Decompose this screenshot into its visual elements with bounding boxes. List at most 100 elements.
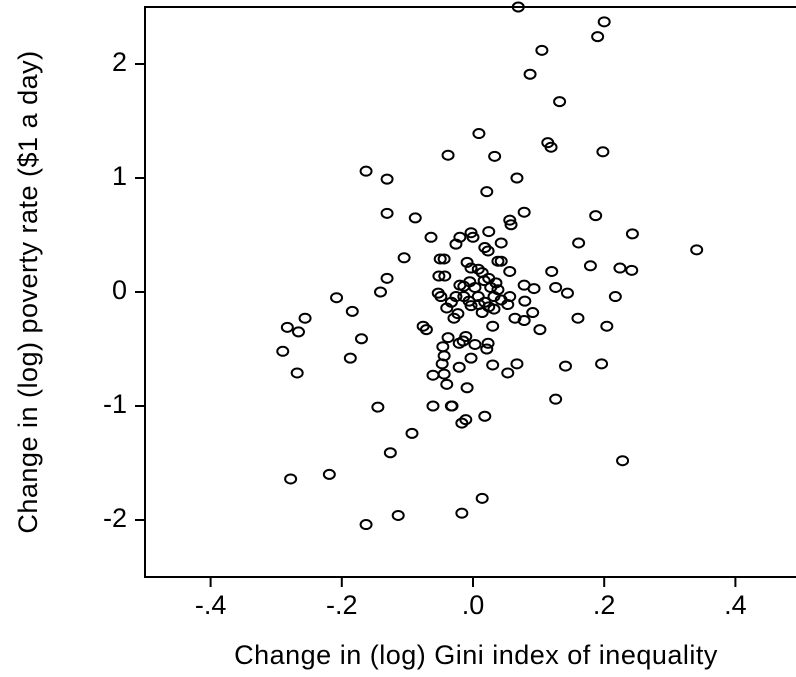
point [455, 507, 469, 519]
point [477, 275, 491, 287]
point [549, 281, 563, 293]
point [596, 146, 610, 158]
point [545, 265, 559, 277]
point [290, 367, 304, 379]
point [380, 173, 394, 185]
point [441, 332, 455, 344]
point [359, 165, 373, 177]
point [432, 270, 446, 282]
point [440, 378, 454, 390]
point [437, 253, 451, 265]
point [488, 150, 502, 162]
point [359, 519, 373, 531]
point [464, 262, 478, 274]
point [613, 262, 627, 274]
x-tick-label: .2 [593, 590, 616, 620]
point [464, 300, 478, 312]
point [440, 302, 454, 314]
point [625, 228, 639, 240]
y-tick-label: -2 [103, 503, 127, 533]
point [405, 427, 419, 439]
point [510, 358, 524, 370]
point [625, 264, 639, 276]
point [426, 400, 440, 412]
point [445, 400, 459, 412]
x-tick-label: .0 [462, 590, 485, 620]
point [475, 307, 489, 319]
point [434, 291, 448, 303]
point [481, 337, 495, 349]
point [503, 214, 517, 226]
point [526, 307, 540, 319]
point [503, 265, 517, 277]
y-tick-label: 0 [112, 275, 127, 305]
point [460, 382, 474, 394]
point [517, 206, 531, 218]
x-tick-label: .4 [724, 590, 747, 620]
point [535, 44, 549, 56]
point [447, 312, 461, 324]
x-tick-label: -.4 [195, 590, 227, 620]
point [518, 295, 532, 307]
point [441, 149, 455, 161]
point [468, 338, 482, 350]
point [510, 172, 524, 184]
point [501, 367, 515, 379]
point [553, 96, 567, 108]
point [455, 417, 469, 429]
point [424, 231, 438, 243]
point [408, 212, 422, 224]
point [533, 324, 547, 336]
point [276, 345, 290, 357]
point [511, 1, 525, 13]
point [480, 186, 494, 198]
point [481, 245, 495, 257]
point [608, 291, 622, 303]
point [371, 401, 385, 413]
x-axis-title: Change in (log) Gini index of inequality [234, 640, 718, 670]
point [380, 272, 394, 284]
point [504, 219, 518, 231]
point [591, 31, 605, 43]
point [433, 253, 447, 265]
point [284, 473, 298, 485]
point [452, 337, 466, 349]
point [426, 369, 440, 381]
point [494, 237, 508, 249]
point [354, 333, 368, 345]
point [527, 283, 541, 295]
point [438, 270, 452, 282]
point [549, 393, 563, 405]
point [416, 320, 430, 332]
point [571, 312, 585, 324]
point [475, 492, 489, 504]
x-tick-label: -.2 [326, 590, 358, 620]
point [464, 352, 478, 364]
point [589, 210, 603, 222]
y-tick-label: 2 [112, 47, 127, 77]
point [292, 326, 306, 338]
point [487, 303, 501, 315]
point [391, 509, 405, 521]
point [383, 447, 397, 459]
point [501, 299, 515, 311]
point [343, 352, 357, 364]
point [322, 468, 336, 480]
point [463, 276, 477, 288]
point [494, 255, 508, 267]
point [397, 252, 411, 264]
point [600, 320, 614, 332]
y-tick-label: 1 [112, 161, 127, 191]
point [616, 455, 630, 467]
point [466, 231, 480, 243]
point [508, 312, 522, 324]
point [544, 141, 558, 153]
point [449, 238, 463, 250]
point [558, 360, 572, 372]
y-tick-label: -1 [103, 389, 127, 419]
point [452, 361, 466, 373]
point [572, 237, 586, 249]
point [595, 358, 609, 370]
point [482, 226, 496, 238]
